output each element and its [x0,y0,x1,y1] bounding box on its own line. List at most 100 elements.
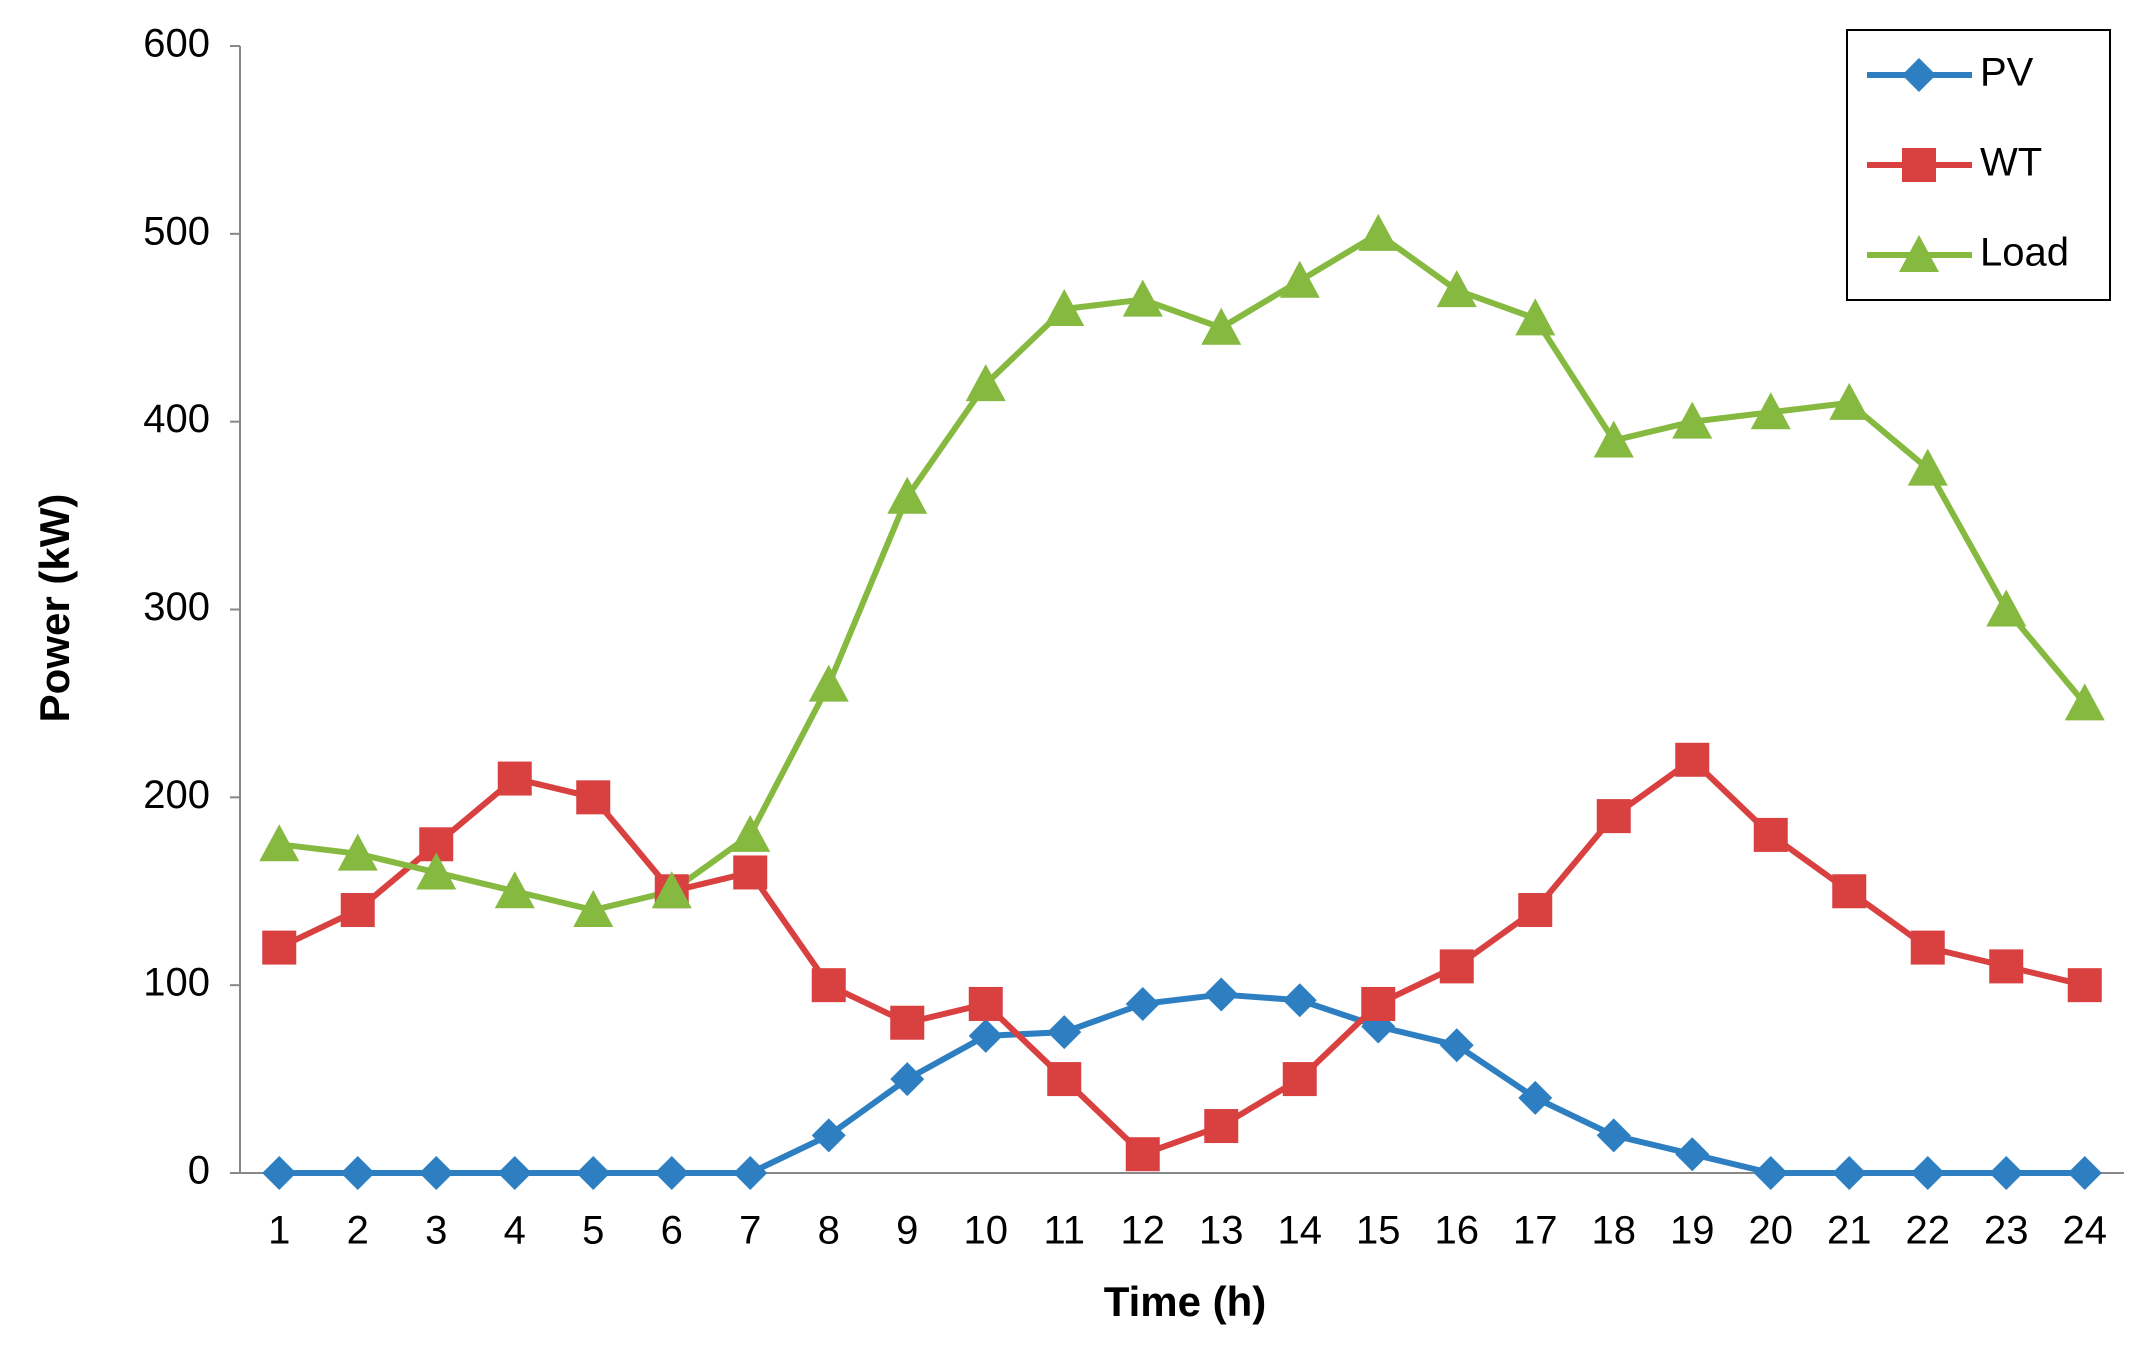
data-point [1675,742,1710,777]
data-point [494,871,535,909]
y-tick-label: 600 [143,22,210,66]
data-point [576,780,611,815]
x-tick-label: 15 [1356,1209,1401,1253]
x-tick-label: 24 [2063,1209,2108,1253]
x-tick-label: 9 [896,1209,918,1253]
y-tick-label: 400 [143,397,210,441]
x-tick-label: 4 [504,1209,526,1253]
data-point [1593,420,1634,458]
x-tick-label: 12 [1121,1209,1166,1253]
data-point [965,364,1006,402]
data-point [1047,1015,1082,1050]
data-point [1829,382,1870,420]
x-tick-label: 3 [425,1209,447,1253]
data-point [1047,1062,1082,1097]
x-tick-label: 14 [1278,1209,1323,1253]
x-tick-label: 2 [347,1209,369,1253]
data-point [1753,817,1788,852]
y-tick-label: 0 [188,1149,210,1193]
data-point [730,814,771,852]
y-axis-title: Power (kW) [31,494,78,723]
data-point [1436,270,1477,308]
y-tick-label: 100 [143,961,210,1005]
data-point [1518,893,1553,928]
data-point [890,1005,925,1040]
y-tick-label: 500 [143,209,210,253]
data-point [340,1156,375,1190]
data-point [1439,1028,1474,1063]
data-point [811,1118,846,1153]
x-tick-label: 18 [1592,1209,1637,1253]
data-point [968,986,1003,1021]
data-point [1125,986,1160,1021]
x-axis-title: Time (h) [1104,1278,1267,1325]
data-point [1204,977,1239,1012]
x-tick-label: 11 [1043,1209,1085,1253]
data-point [497,761,532,796]
data-point [340,893,375,928]
data-point [1986,589,2027,627]
data-point [887,476,928,514]
data-point [808,664,849,702]
data-point [733,855,768,890]
data-point [576,1156,611,1190]
data-point [654,1156,689,1190]
x-tick-label: 21 [1827,1209,1872,1253]
data-point [2067,968,2102,1003]
data-point [1672,401,1713,439]
data-point [259,824,300,862]
data-point [419,1156,454,1190]
data-point [890,1062,925,1097]
legend-marker [1902,148,1936,182]
legend-label: WT [1980,141,2042,185]
data-point [1125,1137,1160,1172]
data-point [1439,949,1474,984]
data-point [1750,392,1791,430]
x-tick-label: 20 [1749,1209,1794,1253]
x-tick-label: 1 [268,1209,290,1253]
y-tick-label: 300 [143,585,210,629]
data-point [968,1018,1003,1053]
data-point [1675,1137,1710,1172]
data-point [1201,307,1242,345]
data-point [1279,260,1320,298]
data-point [1044,288,1085,326]
series-line [277,756,2086,1158]
data-point [1122,279,1163,317]
x-tick-label: 6 [661,1209,683,1253]
data-point [651,871,692,909]
data-point [573,890,614,928]
data-point [1753,1156,1788,1190]
data-point [733,1156,768,1190]
x-tick-label: 8 [818,1209,840,1253]
data-point [1361,986,1396,1021]
data-point [1518,1080,1553,1115]
data-point [262,1156,297,1190]
series-line [278,230,2088,914]
x-tick-label: 16 [1435,1209,1480,1253]
x-tick-label: 22 [1906,1209,1951,1253]
data-point [1832,874,1867,909]
data-point [1910,1156,1945,1190]
legend-marker [1899,235,1939,272]
data-point [1989,1156,2024,1190]
x-tick-label: 19 [1670,1209,1715,1253]
data-point [262,930,297,965]
data-point [1596,799,1631,834]
legend-label: Load [1980,231,2069,275]
series-line [279,991,2085,1176]
data-point [1204,1109,1239,1144]
data-point [1596,1118,1631,1153]
data-point [1282,1062,1317,1097]
data-point [2067,1156,2102,1190]
x-tick-label: 17 [1513,1209,1558,1253]
data-point [1832,1156,1867,1190]
legend-label: PV [1980,51,2034,95]
data-point [1907,448,1948,486]
data-point [1515,298,1556,336]
x-tick-label: 23 [1984,1209,2029,1253]
data-point [1989,949,2024,984]
data-point [497,1156,532,1190]
